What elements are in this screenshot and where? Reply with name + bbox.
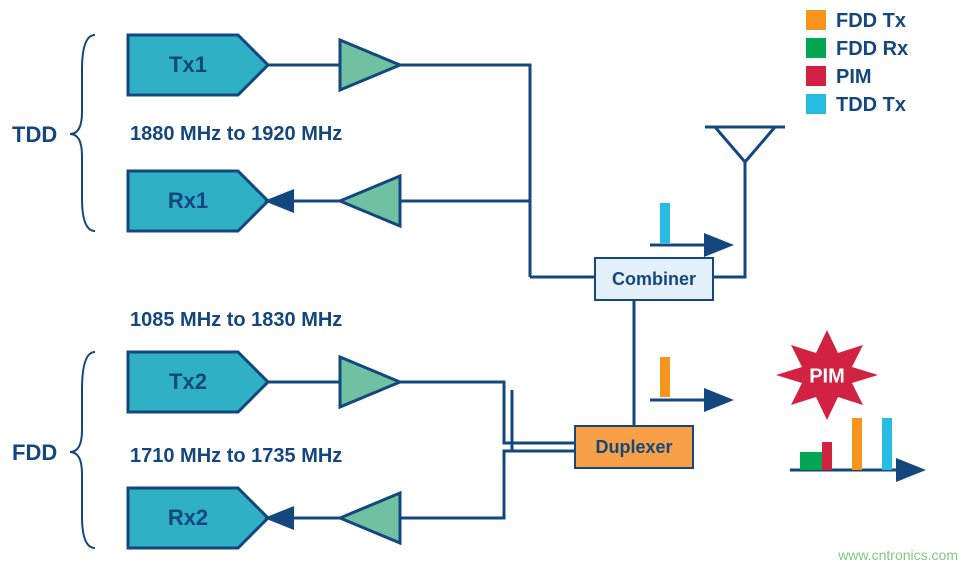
tx1-block: Tx1 bbox=[128, 35, 268, 95]
tx1-text: Tx1 bbox=[169, 52, 207, 77]
tdd-freq: 1880 MHz to 1920 MHz bbox=[130, 123, 342, 145]
tdd-tx-bar-icon bbox=[660, 203, 670, 243]
fdd-tx-freq: 1085 MHz to 1830 MHz bbox=[130, 309, 342, 331]
antenna-icon bbox=[705, 127, 785, 162]
spectrum-chart bbox=[790, 418, 920, 470]
pim-label: PIM bbox=[809, 365, 845, 387]
legend: FDD Tx FDD Rx PIM TDD Tx bbox=[806, 10, 908, 116]
tdd-label: TDD bbox=[12, 122, 57, 147]
legend-pim: PIM bbox=[836, 66, 872, 88]
duplexer-text: Duplexer bbox=[595, 437, 672, 457]
amp-tx2-icon bbox=[340, 357, 400, 407]
fdd-tx-bar-icon bbox=[660, 357, 670, 397]
pim-starburst-icon: PIM bbox=[776, 330, 878, 420]
wire-rx2-duplex-a bbox=[400, 451, 575, 518]
tx2-block: Tx2 bbox=[128, 352, 268, 412]
fdd-label: FDD bbox=[12, 440, 57, 465]
wire-tx1-merge bbox=[400, 65, 530, 277]
rx1-text: Rx1 bbox=[168, 188, 208, 213]
tx2-text: Tx2 bbox=[169, 369, 207, 394]
amp-rx1-icon bbox=[340, 176, 400, 226]
rx2-text: Rx2 bbox=[168, 505, 208, 530]
rx2-block: Rx2 bbox=[128, 488, 268, 548]
wire-tx2-duplex-a bbox=[400, 382, 575, 443]
amp-rx2-icon bbox=[340, 493, 400, 543]
wire-rx1-merge bbox=[400, 136, 530, 201]
legend-fdd-tx: FDD Tx bbox=[836, 10, 906, 32]
legend-fdd-rx: FDD Rx bbox=[836, 38, 908, 60]
amp-tx1-icon bbox=[340, 40, 400, 90]
fdd-rx-freq: 1710 MHz to 1735 MHz bbox=[130, 445, 342, 467]
watermark-text: www.cntronics.com bbox=[837, 547, 958, 563]
combiner-text: Combiner bbox=[612, 269, 696, 289]
wire-combiner-antenna bbox=[713, 162, 745, 277]
rx1-block: Rx1 bbox=[128, 171, 268, 231]
legend-tdd-tx: TDD Tx bbox=[836, 94, 906, 116]
